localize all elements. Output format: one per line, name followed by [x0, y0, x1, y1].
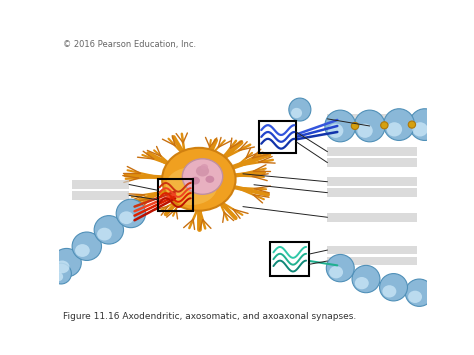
Ellipse shape — [387, 122, 402, 136]
Ellipse shape — [408, 291, 422, 303]
Ellipse shape — [94, 215, 124, 244]
Ellipse shape — [380, 274, 408, 301]
Bar — [328, 257, 418, 266]
Ellipse shape — [55, 261, 70, 273]
Text: © 2016 Pearson Education, Inc.: © 2016 Pearson Education, Inc. — [63, 40, 196, 49]
Ellipse shape — [116, 199, 146, 228]
Bar — [328, 115, 418, 123]
Ellipse shape — [354, 110, 385, 142]
Ellipse shape — [328, 124, 343, 138]
Ellipse shape — [325, 110, 356, 142]
Ellipse shape — [405, 279, 433, 306]
Bar — [328, 213, 418, 222]
Bar — [328, 147, 418, 156]
Ellipse shape — [97, 228, 112, 240]
Ellipse shape — [383, 285, 396, 297]
Ellipse shape — [408, 121, 416, 128]
Ellipse shape — [352, 266, 380, 293]
Ellipse shape — [381, 122, 388, 129]
Ellipse shape — [196, 166, 209, 176]
Ellipse shape — [72, 232, 101, 261]
Text: Figure 11.16 Axodendritic, axosomatic, and axoaxonal synapses.: Figure 11.16 Axodendritic, axosomatic, a… — [63, 312, 356, 321]
Ellipse shape — [412, 122, 428, 136]
Ellipse shape — [191, 177, 200, 185]
Bar — [328, 158, 418, 167]
Ellipse shape — [75, 244, 90, 257]
Ellipse shape — [289, 98, 311, 121]
Ellipse shape — [205, 176, 214, 183]
Ellipse shape — [410, 109, 440, 141]
Ellipse shape — [291, 108, 302, 118]
Ellipse shape — [351, 122, 359, 130]
Bar — [72, 180, 129, 189]
Bar — [328, 178, 418, 186]
Ellipse shape — [326, 255, 354, 282]
Ellipse shape — [51, 263, 72, 284]
Ellipse shape — [166, 167, 217, 205]
Bar — [158, 179, 192, 211]
Ellipse shape — [383, 109, 414, 141]
Ellipse shape — [201, 164, 208, 170]
Bar — [328, 188, 418, 197]
Bar — [259, 120, 296, 153]
Bar — [271, 242, 309, 276]
Ellipse shape — [329, 266, 343, 278]
Bar — [328, 246, 418, 255]
Ellipse shape — [162, 148, 236, 211]
Ellipse shape — [182, 159, 223, 194]
Ellipse shape — [357, 124, 373, 138]
Ellipse shape — [53, 272, 63, 282]
Bar — [72, 191, 129, 200]
Ellipse shape — [119, 211, 134, 224]
Ellipse shape — [52, 248, 82, 277]
Ellipse shape — [355, 277, 369, 289]
